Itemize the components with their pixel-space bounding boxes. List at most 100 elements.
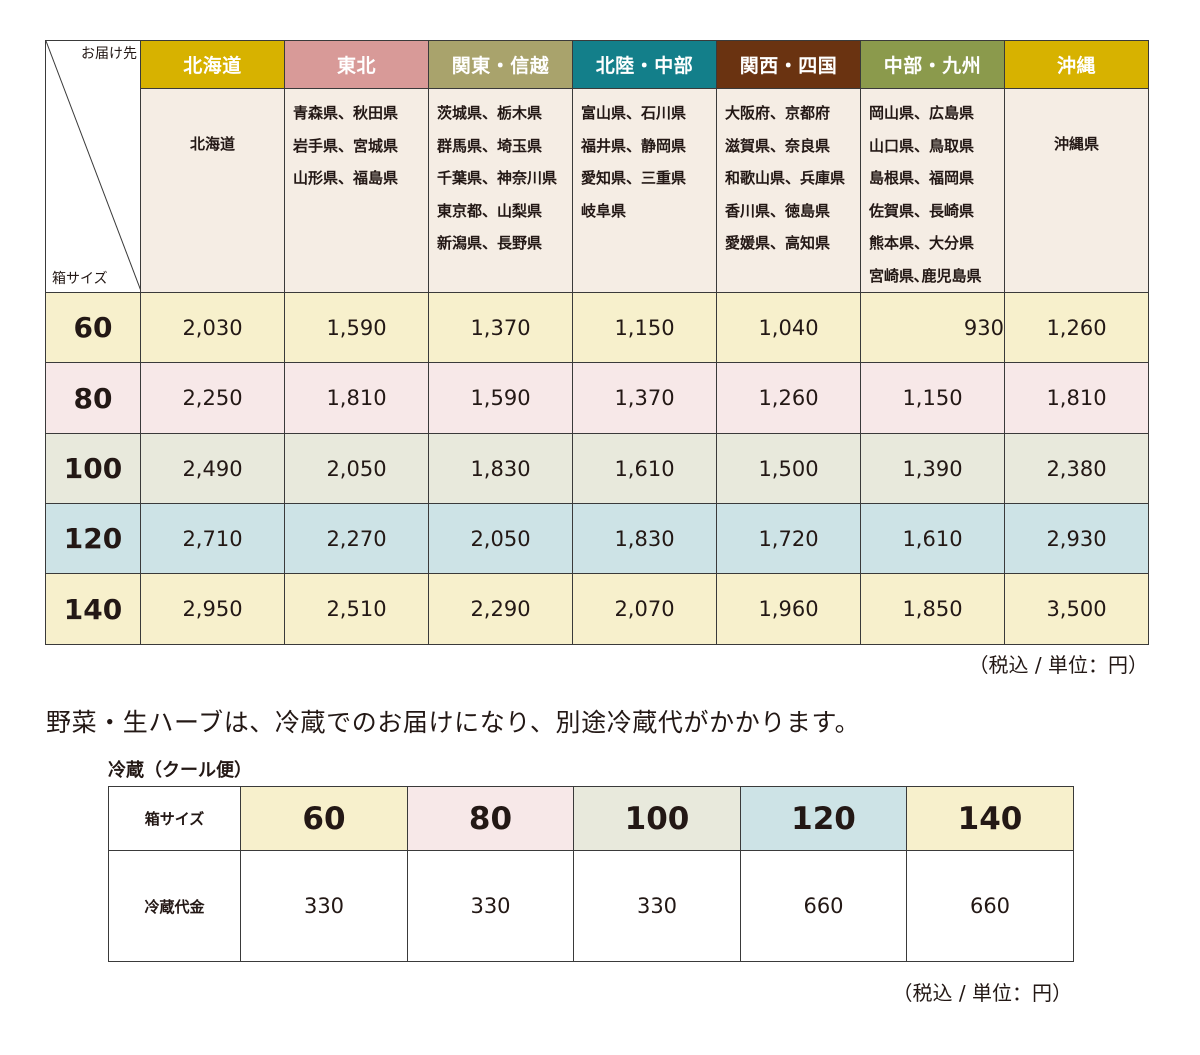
prefecture-line: 青森県、秋田県 <box>293 104 399 122</box>
prefecture-list-cell: 青森県、秋田県 岩手県、宮城県 山形県、福島県 <box>284 88 429 293</box>
cool-box-size-cell: 120 <box>740 786 907 851</box>
prefecture-line: 沖縄県 <box>1053 135 1099 154</box>
prefecture-list-cell: 茨城県、栃木県 群馬県、埼玉県 千葉県、神奈川県 東京都、山梨県 新潟県、長野県 <box>428 88 573 293</box>
price-cell: 1,810 <box>1004 362 1149 434</box>
prefecture-list-cell: 沖縄県 <box>1004 88 1149 293</box>
cool-box-size-cell: 80 <box>407 786 574 851</box>
price-cell: 1,150 <box>572 292 717 363</box>
region-header: 沖縄 <box>1004 40 1149 89</box>
cool-fee-row-label: 冷蔵代金 <box>108 850 241 962</box>
cool-fee-table: 箱サイズ 60 80 100 120 140 冷蔵代金 330 330 330 660 660 <box>108 786 1074 962</box>
region-header: 東北 <box>284 40 429 89</box>
prefecture-line: 大阪府、京都府 <box>725 104 831 122</box>
prefecture-list-cell: 富山県、石川県 福井県、静岡県 愛知県、三重県 岐阜県 <box>572 88 717 293</box>
prefecture-line: 香川県、徳島県 <box>725 201 831 220</box>
price-cell: 2,030 <box>140 292 285 363</box>
prefecture-line: 富山県、石川県 <box>581 104 687 122</box>
cool-fee-cell: 660 <box>906 850 1074 962</box>
price-cell: 930 <box>860 292 1005 363</box>
prefecture-list: 大阪府、京都府 滋賀県、奈良県 和歌山県、兵庫県 香川県、徳島県 愛媛県、高知県 <box>717 89 860 260</box>
prefecture-list-cell: 大阪府、京都府 滋賀県、奈良県 和歌山県、兵庫県 香川県、徳島県 愛媛県、高知県 <box>716 88 861 293</box>
cool-box-size-cell: 60 <box>240 786 408 851</box>
prefecture-line: 島根県、福岡県 <box>869 169 975 187</box>
prefecture-line: 東京都、山梨県 <box>437 201 543 220</box>
diagonal-divider <box>46 41 141 291</box>
prefecture-line: 新潟県、長野県 <box>437 234 543 252</box>
region-header: 北陸・中部 <box>572 40 717 89</box>
prefecture-line: 千葉県、神奈川県 <box>437 169 558 187</box>
region-header: 関西・四国 <box>716 40 861 89</box>
price-cell: 1,370 <box>572 362 717 434</box>
region-header: 関東・信越 <box>428 40 573 89</box>
price-cell: 1,830 <box>428 433 573 504</box>
price-cell: 1,150 <box>860 362 1005 434</box>
prefecture-list: 岡山県、広島県 山口県、鳥取県 島根県、福岡県 佐賀県、長崎県 熊本県、大分県 宮崎県､鹿… <box>861 89 1004 292</box>
prefecture-line: 宮崎県､鹿児島県 <box>869 266 982 285</box>
price-cell: 1,390 <box>860 433 1005 504</box>
price-cell: 1,610 <box>572 433 717 504</box>
prefecture-list: 富山県、石川県 福井県、静岡県 愛知県、三重県 岐阜県 <box>573 89 716 227</box>
region-header: 北海道 <box>140 40 285 89</box>
size-row: 80 2,250 1,810 1,590 1,370 1,260 1,150 1,810 <box>45 362 1149 434</box>
box-size-cell: 100 <box>45 433 141 504</box>
prefecture-line: 岡山県、広島県 <box>869 104 975 122</box>
prefecture-list: 茨城県、栃木県 群馬県、埼玉県 千葉県、神奈川県 東京都、山梨県 新潟県、長野県 <box>429 89 572 260</box>
box-size-cell: 140 <box>45 573 141 645</box>
prefecture-line: 北海道 <box>189 135 235 154</box>
price-cell: 2,270 <box>284 503 429 574</box>
prefecture-line: 岩手県、宮城県 <box>293 136 399 155</box>
destination-label: お届け先 <box>81 46 137 62</box>
price-cell: 2,070 <box>572 573 717 645</box>
box-size-label: 箱サイズ <box>52 271 108 287</box>
cool-fee-cell: 330 <box>240 850 408 962</box>
prefecture-line: 福井県、静岡県 <box>581 136 687 155</box>
price-cell: 2,250 <box>140 362 285 434</box>
price-cell: 2,710 <box>140 503 285 574</box>
price-cell: 1,590 <box>428 362 573 434</box>
price-cell: 1,830 <box>572 503 717 574</box>
price-cell: 1,260 <box>1004 292 1149 363</box>
prefecture-line: 愛媛県、高知県 <box>725 234 831 252</box>
prefecture-line: 山口県、鳥取県 <box>869 136 975 155</box>
price-cell: 3,500 <box>1004 573 1149 645</box>
price-cell: 1,590 <box>284 292 429 363</box>
size-row: 100 2,490 2,050 1,830 1,610 1,500 1,390 2,380 <box>45 433 1149 504</box>
price-cell: 2,380 <box>1004 433 1149 504</box>
price-cell: 1,810 <box>284 362 429 434</box>
size-row: 140 2,950 2,510 2,290 2,070 1,960 1,850 3,500 <box>45 573 1149 645</box>
cool-fee-cell: 660 <box>740 850 907 962</box>
prefecture-line: 熊本県、大分県 <box>869 234 975 252</box>
cool-delivery-title: 冷蔵（クール便） <box>108 760 252 781</box>
prefecture-list: 青森県、秋田県 岩手県、宮城県 山形県、福島県 <box>285 89 428 195</box>
price-cell: 1,040 <box>716 292 861 363</box>
cool-box-size-cell: 100 <box>573 786 741 851</box>
prefecture-list: 沖縄県 <box>1005 128 1148 253</box>
price-cell: 1,850 <box>860 573 1005 645</box>
corner-cell: お届け先 箱サイズ <box>45 40 141 293</box>
prefecture-line: 群馬県、埼玉県 <box>437 136 543 155</box>
prefecture-line: 愛知県、三重県 <box>581 169 687 187</box>
prefecture-line: 和歌山県、兵庫県 <box>725 169 846 187</box>
price-cell: 2,490 <box>140 433 285 504</box>
tax-unit-note: （税込 / 単位：円） <box>968 653 1148 677</box>
box-size-cell: 120 <box>45 503 141 574</box>
region-header: 中部・九州 <box>860 40 1005 89</box>
cool-delivery-message: 野菜・生ハーブは、冷蔵でのお届けになり、別途冷蔵代がかかります。 <box>46 708 861 737</box>
price-cell: 2,510 <box>284 573 429 645</box>
price-cell: 1,370 <box>428 292 573 363</box>
price-cell: 1,500 <box>716 433 861 504</box>
price-cell: 2,950 <box>140 573 285 645</box>
size-row: 120 2,710 2,270 2,050 1,830 1,720 1,610 2,930 <box>45 503 1149 574</box>
prefecture-list-cell: 岡山県、広島県 山口県、鳥取県 島根県、福岡県 佐賀県、長崎県 熊本県、大分県 宮崎県､鹿… <box>860 88 1005 293</box>
prefecture-list-cell: 北海道 <box>140 88 285 293</box>
box-size-cell: 60 <box>45 292 141 363</box>
box-size-cell: 80 <box>45 362 141 434</box>
prefecture-line: 山形県、福島県 <box>293 169 399 187</box>
cool-box-size-cell: 140 <box>906 786 1074 851</box>
prefecture-line: 佐賀県、長崎県 <box>869 201 975 220</box>
cool-fee-cell: 330 <box>407 850 574 962</box>
price-cell: 2,050 <box>284 433 429 504</box>
cool-size-row-label: 箱サイズ <box>108 786 241 851</box>
prefecture-line: 滋賀県、奈良県 <box>725 136 831 155</box>
price-cell: 2,050 <box>428 503 573 574</box>
